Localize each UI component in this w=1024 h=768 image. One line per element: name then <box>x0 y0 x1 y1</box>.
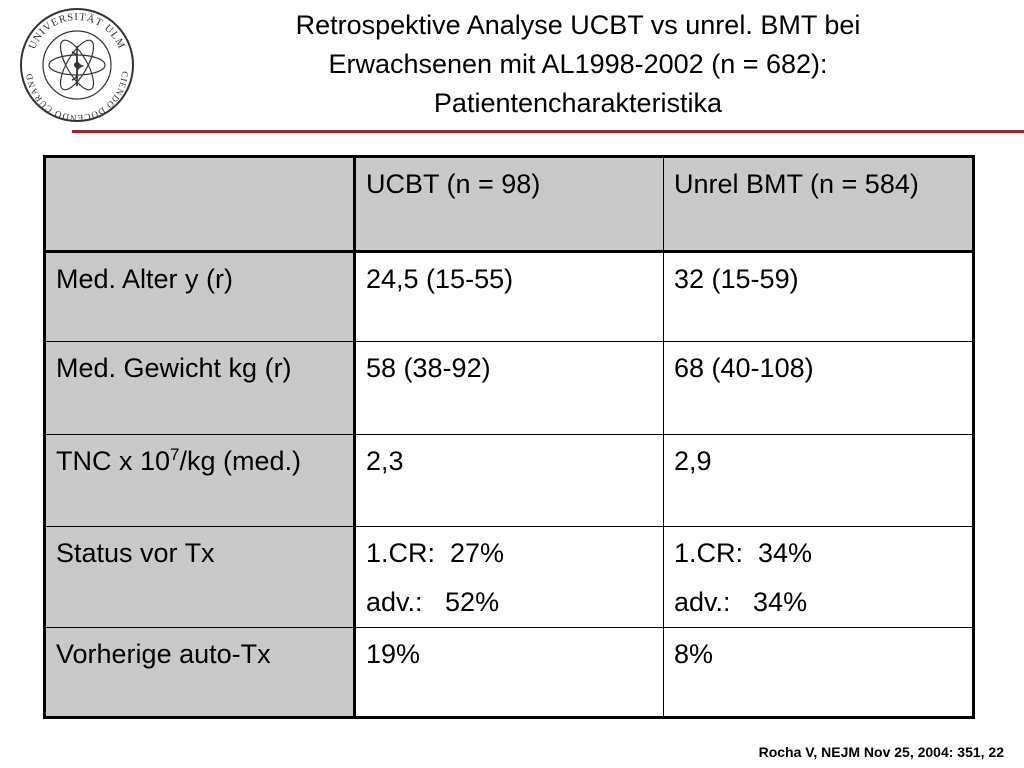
header-ucbt-cell: UCBT (n = 98) <box>354 156 664 253</box>
header-corner-cell <box>44 156 356 253</box>
table-header-row: UCBT (n = 98) Unrel BMT (n = 584) <box>44 156 974 253</box>
header-bmt-cell: Unrel BMT (n = 584) <box>663 156 974 253</box>
cell-ucbt-status: 1.CR: 27% adv.: 52% <box>354 526 664 628</box>
title-line-3: Patientencharakteristika <box>433 88 723 118</box>
cell-ucbt-age: 24,5 (15-55) <box>354 251 664 342</box>
cell-bmt-age: 32 (15-59) <box>663 251 974 342</box>
title-line-2: Erwachsenen mit AL1998-2002 (n = 682): <box>328 49 828 79</box>
slide-title: Retrospektive Analyse UCBT vs unrel. BMT… <box>150 6 1006 123</box>
title-divider <box>72 130 1024 133</box>
table-row: Med. Gewicht kg (r) 58 (38-92) 68 (40-10… <box>44 341 974 435</box>
ucbt-status-adv: adv.: 52% <box>366 587 500 617</box>
table-row: Status vor Tx 1.CR: 27% adv.: 52% 1.CR: … <box>44 526 974 628</box>
title-line-1: Retrospektive Analyse UCBT vs unrel. BMT… <box>295 10 861 40</box>
cell-ucbt-tnc: 2,3 <box>354 434 664 527</box>
cell-ucbt-prior-auto-tx: 19% <box>354 627 664 718</box>
table-row: Med. Alter y (r) 24,5 (15-55) 32 (15-59) <box>44 251 974 342</box>
table-row: Vorherige auto-Tx 19% 8% <box>44 627 974 718</box>
row-label-status: Status vor Tx <box>44 526 356 628</box>
bmt-status-cr: 1.CR: 34% <box>674 538 813 568</box>
tnc-label-suffix: /kg (med.) <box>179 446 302 476</box>
patient-characteristics-table: UCBT (n = 98) Unrel BMT (n = 584) Med. A… <box>43 155 975 719</box>
university-seal-logo: UNIVERSITÄT ULM SCIENDO DOCENDO CURANDO <box>14 0 136 124</box>
tnc-label-prefix: TNC x 10 <box>56 446 171 476</box>
bmt-status-adv: adv.: 34% <box>674 587 808 617</box>
citation-footnote: Rocha V, NEJM Nov 25, 2004: 351, 22 <box>758 744 1004 760</box>
table-row: TNC x 107/kg (med.) 2,3 2,9 <box>44 434 974 527</box>
row-label-weight: Med. Gewicht kg (r) <box>44 341 356 435</box>
row-label-prior-auto-tx: Vorherige auto-Tx <box>44 627 356 718</box>
seal-graphic: UNIVERSITÄT ULM SCIENDO DOCENDO CURANDO <box>14 0 134 123</box>
row-label-tnc: TNC x 107/kg (med.) <box>44 434 356 527</box>
cell-bmt-status: 1.CR: 34% adv.: 34% <box>663 526 974 628</box>
cell-ucbt-weight: 58 (38-92) <box>354 341 664 435</box>
cell-bmt-prior-auto-tx: 8% <box>663 627 974 718</box>
ucbt-status-cr: 1.CR: 27% <box>366 538 505 568</box>
cell-bmt-tnc: 2,9 <box>663 434 974 527</box>
row-label-age: Med. Alter y (r) <box>44 251 356 342</box>
cell-bmt-weight: 68 (40-108) <box>663 341 974 435</box>
tnc-label-exponent: 7 <box>170 445 180 464</box>
